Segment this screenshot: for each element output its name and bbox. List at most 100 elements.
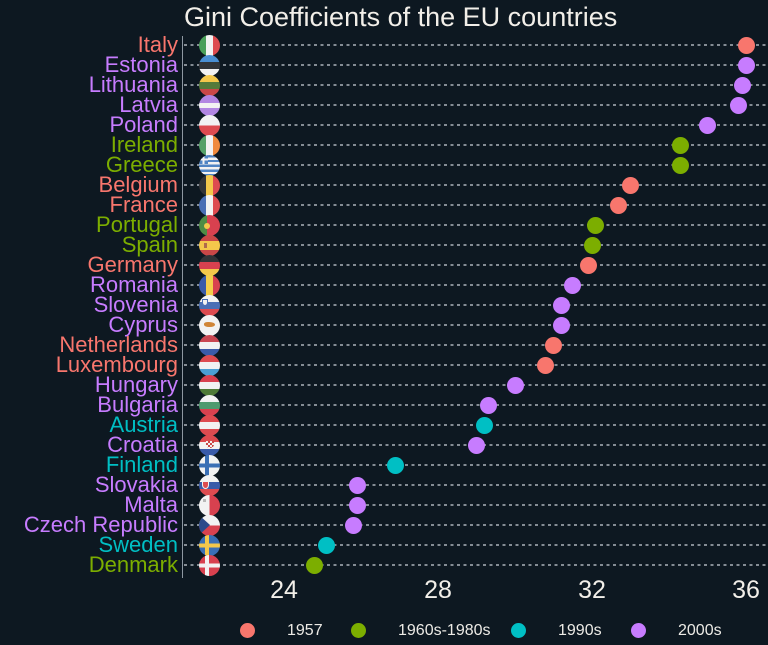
country-label-denmark: Denmark — [88, 552, 178, 577]
x-tick-32: 32 — [578, 576, 606, 604]
gridline-luxembourg — [184, 364, 768, 366]
dot-finland — [387, 456, 405, 474]
flag-lithuania-icon — [199, 75, 220, 96]
flag-ireland-icon — [199, 135, 220, 156]
flag-luxembourg-icon — [199, 355, 220, 376]
dot-ireland — [672, 136, 690, 154]
x-tick-36: 36 — [732, 576, 760, 604]
gridline-lithuania — [184, 84, 768, 86]
flag-portugal-icon — [199, 215, 220, 236]
gridline-finland — [184, 464, 768, 466]
gridline-netherlands — [184, 344, 768, 346]
x-tick-24: 24 — [270, 576, 298, 604]
dot-bulgaria — [479, 396, 497, 414]
legend-dot-1957 — [239, 623, 255, 638]
dot-belgium — [622, 176, 639, 194]
y-axis-line — [182, 36, 183, 578]
country-label-germany: Germany — [87, 252, 178, 277]
flag-germany-icon — [199, 255, 220, 276]
gridline-malta — [184, 504, 768, 506]
country-label-sweden: Sweden — [98, 532, 178, 557]
gridline-germany — [184, 264, 768, 266]
country-label-slovenia: Slovenia — [93, 292, 178, 317]
gridline-italy — [184, 44, 768, 46]
country-label-malta: Malta — [124, 492, 178, 517]
gridline-estonia — [184, 64, 768, 66]
flag-sweden-icon — [199, 535, 220, 556]
dot-latvia — [729, 96, 747, 114]
flag-bulgaria-icon — [199, 395, 220, 416]
country-label-spain: Spain — [121, 232, 178, 257]
flag-latvia-icon — [199, 95, 220, 116]
gridline-spain — [184, 244, 768, 246]
country-label-ireland: Ireland — [110, 132, 178, 157]
country-label-croatia: Croatia — [107, 432, 178, 457]
legend-label-1957: 1957 — [287, 622, 323, 639]
gridline-romania — [184, 284, 768, 286]
flag-poland-icon — [199, 115, 220, 136]
dot-luxembourg — [537, 356, 555, 374]
country-label-latvia: Latvia — [119, 92, 178, 117]
gridline-poland — [184, 124, 768, 126]
dot-cyprus — [552, 316, 570, 334]
flag-cyprus-icon — [199, 315, 220, 336]
gridline-ireland — [184, 144, 768, 146]
gridline-sweden — [184, 544, 768, 546]
dot-slovakia — [348, 476, 366, 494]
dot-lithuania — [733, 76, 751, 94]
legend-label-1960s-1980s: 1960s-1980s — [398, 622, 491, 639]
dot-austria — [475, 416, 493, 434]
dot-slovenia — [552, 296, 570, 314]
flag-hungary-icon — [199, 375, 220, 396]
gridline-latvia — [184, 104, 768, 106]
country-label-hungary: Hungary — [94, 372, 178, 397]
x-tick-28: 28 — [424, 576, 452, 604]
chart-title: Gini Coefficients of the EU countries — [184, 2, 618, 32]
gridline-belgium — [184, 184, 768, 186]
gridline-slovakia — [184, 484, 768, 486]
dot-italy — [737, 36, 755, 54]
dot-sweden — [317, 536, 335, 554]
country-label-greece: Greece — [105, 152, 178, 177]
dot-germany — [579, 256, 597, 274]
legend-dot-1960s-1980s — [350, 623, 366, 638]
flag-croatia-icon — [199, 435, 220, 456]
dot-estonia — [737, 56, 755, 74]
gridline-portugal — [184, 224, 768, 226]
dot-hungary — [506, 376, 524, 394]
country-label-portugal: Portugal — [96, 212, 178, 237]
country-label-poland: Poland — [109, 112, 178, 137]
dot-netherlands — [545, 336, 562, 354]
dot-poland — [699, 116, 716, 134]
country-label-estonia: Estonia — [104, 52, 178, 77]
dot-greece — [672, 156, 690, 174]
gridline-bulgaria — [184, 404, 768, 406]
country-label-romania: Romania — [89, 272, 178, 297]
flag-spain-icon — [199, 235, 220, 256]
country-label-austria: Austria — [109, 412, 178, 437]
flag-austria-icon — [199, 415, 220, 436]
dot-czech-republic — [344, 516, 362, 534]
country-label-lithuania: Lithuania — [88, 72, 178, 97]
flag-romania-icon — [199, 275, 220, 296]
dot-portugal — [587, 216, 605, 234]
country-label-bulgaria: Bulgaria — [97, 392, 178, 417]
country-label-belgium: Belgium — [98, 172, 178, 197]
legend-label-2000s: 2000s — [678, 622, 722, 639]
dot-croatia — [468, 436, 485, 454]
gridline-denmark — [184, 564, 768, 566]
flag-belgium-icon — [199, 175, 220, 196]
flag-france-icon — [199, 195, 220, 216]
flag-malta-icon — [199, 495, 220, 516]
gridline-czech-republic — [184, 524, 768, 526]
country-label-czech-republic: Czech Republic — [23, 512, 178, 537]
gridline-hungary — [184, 384, 768, 386]
dot-france — [610, 196, 628, 214]
country-label-france: France — [109, 192, 178, 217]
dot-romania — [564, 276, 582, 294]
gridline-greece — [184, 164, 768, 166]
dot-malta — [348, 496, 366, 514]
flag-greece-icon — [199, 155, 220, 176]
country-label-slovakia: Slovakia — [94, 472, 178, 497]
